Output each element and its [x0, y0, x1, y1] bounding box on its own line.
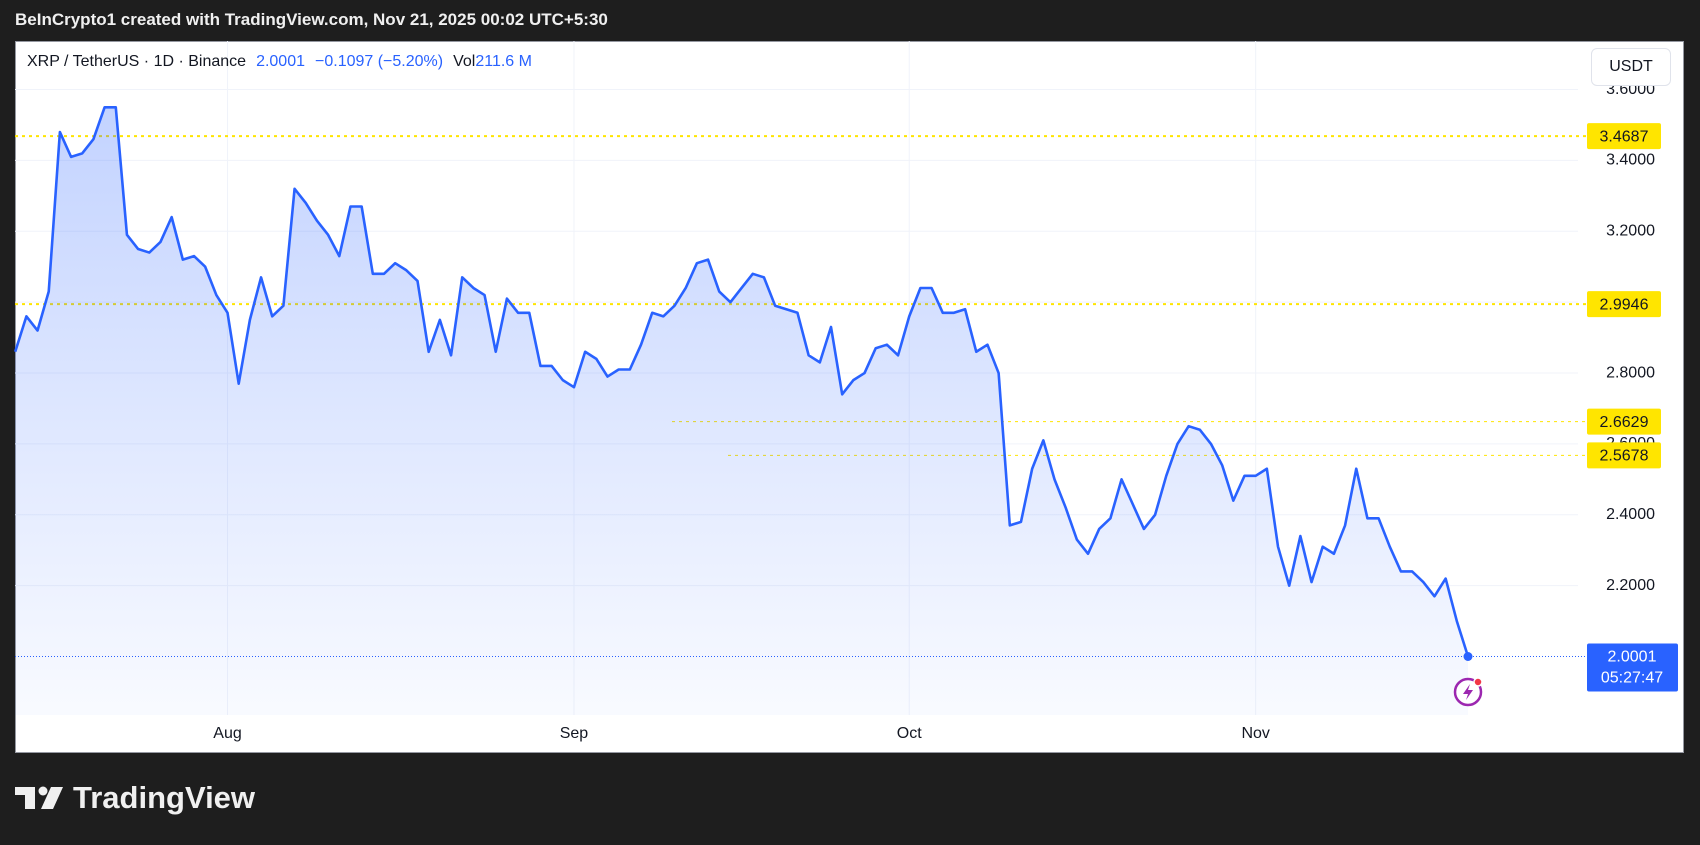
y-tick-label: 3.2000	[1606, 223, 1655, 240]
last-price-label: 2.0001	[1608, 649, 1657, 666]
price-area	[15, 107, 1469, 715]
volume-label: Vol	[453, 53, 476, 70]
y-tick-label: 2.4000	[1606, 506, 1655, 523]
level-label: 2.6629	[1600, 414, 1649, 431]
last-price-dot	[1463, 651, 1473, 661]
level-label: 2.5678	[1600, 448, 1649, 465]
y-tick-label: 2.2000	[1606, 577, 1655, 594]
level-badge	[1587, 291, 1661, 318]
x-tick-label: Oct	[897, 725, 922, 742]
x-tick-label: Nov	[1241, 725, 1269, 742]
level-badge	[1587, 442, 1661, 469]
logo-icon	[15, 786, 63, 809]
level-label: 2.9946	[1600, 296, 1649, 313]
level-label: 3.4687	[1600, 128, 1649, 145]
y-tick-label: 3.4000	[1606, 152, 1655, 169]
last-price: 2.0001	[256, 53, 305, 70]
header-text: BeInCrypto1 created with TradingView.com…	[15, 10, 608, 29]
level-badge	[1587, 123, 1661, 150]
y-tick-label: 2.8000	[1606, 364, 1655, 381]
last-price-badge	[1587, 643, 1678, 692]
footer-logo: TradingView	[15, 780, 255, 816]
price-line	[13, 105, 1470, 657]
symbol-title: XRP / TetherUS · 1D · Binance	[27, 53, 247, 70]
x-tick-label: Sep	[560, 725, 589, 742]
volume: Vol 211.6 M	[453, 53, 532, 71]
x-tick-label: Aug	[213, 725, 241, 742]
price-change: −0.1097 (−5.20%)	[315, 53, 444, 70]
currency-button[interactable]: USDT	[1591, 48, 1671, 86]
legend: XRP / TetherUS · 1D · Binance 2.0001 −0.…	[27, 53, 532, 71]
volume-value: 211.6 M	[475, 53, 532, 70]
countdown-label: 05:27:47	[1601, 670, 1663, 687]
level-badge	[1587, 408, 1661, 435]
logo-text: TradingView	[73, 780, 256, 815]
alert-icon	[1453, 677, 1483, 707]
